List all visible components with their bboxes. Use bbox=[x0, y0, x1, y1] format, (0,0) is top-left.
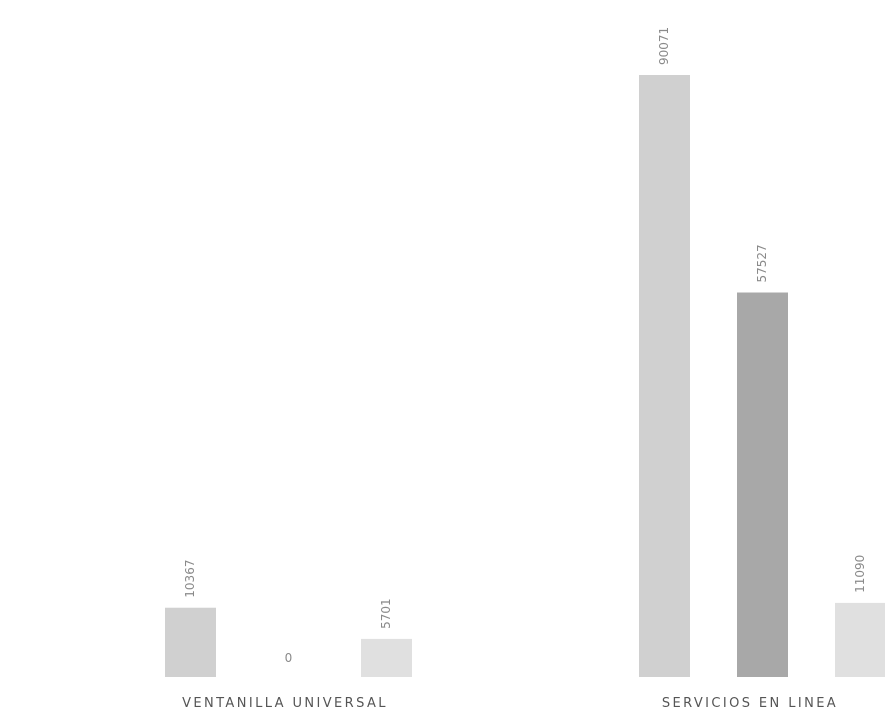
data-label-1-1: 57527 bbox=[755, 244, 769, 282]
data-label-0-1: 90071 bbox=[657, 27, 671, 65]
data-label-2-0: 5701 bbox=[379, 598, 393, 629]
data-label-2-1: 11090 bbox=[853, 555, 867, 593]
category-labels: VENTANILLA UNIVERSAL SERVICIOS EN LINEA bbox=[182, 696, 838, 711]
bar-2-0 bbox=[361, 638, 412, 677]
category-label-0: VENTANILLA UNIVERSAL bbox=[182, 696, 388, 711]
bar-1-1 bbox=[737, 292, 788, 677]
category-label-1: SERVICIOS EN LINEA bbox=[662, 696, 838, 711]
data-label-1-0: 0 bbox=[285, 651, 293, 665]
bar-0-1 bbox=[639, 75, 690, 677]
data-labels: 10367 90071 0 57527 5701 11090 bbox=[183, 27, 867, 665]
bar-2-1 bbox=[835, 602, 885, 677]
bars bbox=[165, 75, 885, 677]
data-label-0-0: 10367 bbox=[183, 560, 197, 598]
bar-0-0 bbox=[165, 607, 216, 677]
